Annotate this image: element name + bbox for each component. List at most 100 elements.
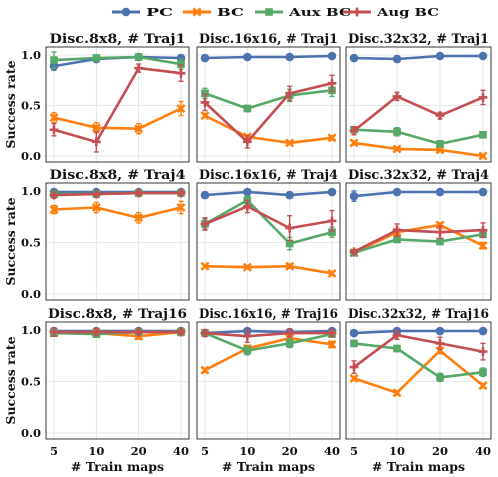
series-path	[204, 114, 333, 145]
data-point	[392, 144, 402, 154]
series-line	[200, 111, 337, 148]
series-path	[53, 66, 182, 144]
panel-title: Disc.8x8, # Traj16	[48, 307, 187, 322]
data-point	[285, 339, 294, 348]
data-point	[393, 235, 401, 244]
data-point	[92, 54, 101, 62]
series-path	[53, 55, 182, 66]
series-path	[53, 107, 182, 130]
data-point	[49, 190, 59, 200]
panel: Disc.16x16, # Traj4	[196, 168, 341, 301]
data-point	[393, 344, 401, 353]
panel: Disc.8x8, # Traj1 0.0 0.5 1.0	[21, 32, 190, 163]
data-point	[176, 68, 186, 78]
legend-marker	[121, 7, 131, 17]
data-point	[134, 63, 144, 73]
data-point	[49, 125, 59, 135]
data-point	[436, 140, 444, 148]
series-line	[49, 200, 186, 224]
y-tick-label: 1.0	[21, 323, 41, 337]
panel-frame	[196, 182, 341, 301]
panel-frame	[345, 46, 492, 163]
series-path	[353, 190, 483, 198]
data-point	[49, 327, 59, 337]
series-line	[49, 63, 186, 153]
data-point	[435, 227, 445, 237]
x-tick-label: 40	[475, 444, 491, 458]
data-point	[349, 362, 359, 372]
data-point	[176, 202, 186, 212]
data-point	[349, 53, 359, 63]
series-path	[204, 331, 332, 338]
data-point	[478, 93, 488, 102]
x-tick-label: 40	[173, 444, 189, 458]
data-point	[91, 123, 101, 133]
panel: Disc.32x32, # Traj4	[345, 168, 492, 301]
series-path	[204, 54, 333, 60]
data-point	[242, 202, 252, 211]
y-axis-label: Success rate	[3, 60, 18, 148]
data-point	[50, 56, 58, 64]
data-point	[479, 130, 487, 139]
data-point	[201, 89, 209, 98]
data-point	[176, 188, 186, 198]
data-point	[478, 347, 488, 357]
series-path	[204, 264, 333, 275]
data-point	[285, 88, 295, 98]
data-point	[479, 368, 487, 377]
data-point	[176, 327, 186, 337]
data-point	[327, 216, 337, 226]
series-line	[200, 74, 337, 149]
y-tick-label: 0.0	[21, 287, 41, 301]
series-path	[353, 349, 484, 395]
series-path	[353, 54, 483, 61]
data-point	[285, 328, 295, 338]
data-point	[327, 328, 337, 338]
data-point	[350, 339, 358, 348]
data-point	[392, 92, 402, 101]
panel: Disc.16x16, # Traj1	[196, 32, 341, 163]
legend: PC BC Aux BC Aug BC	[112, 6, 439, 19]
x-tick-label: 5	[201, 444, 209, 458]
series-path	[353, 333, 484, 369]
panel-frame	[345, 182, 492, 301]
x-tick-label: 20	[282, 444, 298, 458]
data-point	[243, 104, 252, 113]
data-point	[242, 137, 252, 147]
series-path	[353, 128, 484, 146]
legend-item: BC	[183, 6, 244, 19]
panel-title: Disc.16x16, # Traj4	[199, 168, 338, 183]
series-line	[349, 51, 488, 64]
series-path	[204, 331, 333, 352]
data-point	[478, 241, 488, 251]
series-line	[200, 199, 337, 242]
x-tick-label: 5	[50, 444, 58, 458]
series-line	[349, 346, 488, 398]
x-tick-label: 20	[131, 444, 147, 458]
x-tick-label: 10	[239, 444, 255, 458]
data-point	[91, 202, 101, 212]
data-point	[349, 138, 359, 148]
data-point	[200, 328, 210, 338]
y-tick-label: 1.0	[21, 48, 41, 62]
data-point	[134, 124, 144, 134]
series-line	[200, 51, 337, 63]
data-point	[242, 331, 252, 341]
panel-frame	[196, 46, 341, 163]
series-path	[204, 205, 333, 230]
data-point	[243, 52, 252, 62]
data-point	[49, 205, 59, 215]
data-point	[285, 190, 294, 200]
panel-title: Disc.32x32, # Traj16	[348, 307, 489, 322]
series-line	[49, 100, 186, 135]
series-line	[49, 327, 186, 337]
data-point	[91, 137, 101, 147]
panel-frame	[45, 182, 190, 301]
series-path	[53, 206, 182, 220]
data-point	[200, 98, 210, 107]
panel-title: Disc.16x16, # Traj1	[199, 32, 338, 47]
series-line	[50, 51, 185, 70]
data-point	[478, 151, 488, 161]
panel: Disc.32x32, # Traj1	[345, 32, 492, 163]
data-point	[435, 220, 445, 230]
